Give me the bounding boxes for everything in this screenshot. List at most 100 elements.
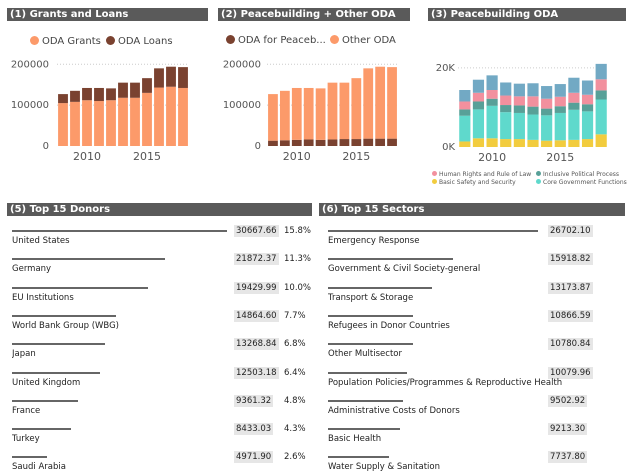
bar-segment[interactable]	[486, 75, 498, 90]
donor-row[interactable]: 8433.03 4.3% Turkey	[12, 420, 312, 448]
bar-segment[interactable]	[513, 139, 525, 147]
bar-segment[interactable]	[375, 138, 386, 146]
bar-segment[interactable]	[472, 79, 485, 93]
bar-segment[interactable]	[486, 98, 498, 106]
donor-row[interactable]: 21872.37 11.3% Germany	[12, 250, 312, 278]
bar-segment[interactable]	[568, 77, 580, 93]
bar-segment[interactable]	[154, 87, 164, 146]
bar-segment[interactable]	[291, 139, 302, 146]
bar-segment[interactable]	[513, 83, 525, 97]
bar-segment[interactable]	[527, 96, 539, 107]
donor-row[interactable]: 4971.90 2.6% Saudi Arabia	[12, 448, 312, 471]
bar-segment[interactable]	[130, 97, 140, 146]
donor-row[interactable]: 19429.99 10.0% EU Institutions	[12, 279, 312, 307]
bar-segment[interactable]	[303, 87, 314, 140]
legend-other-oda[interactable]: Other ODA	[330, 35, 396, 46]
bar-segment[interactable]	[327, 139, 338, 146]
bar-segment[interactable]	[568, 109, 580, 140]
bar-segment[interactable]	[554, 112, 566, 141]
bar-segment[interactable]	[500, 105, 512, 113]
legend-core-government[interactable]: Core Government Functions	[536, 179, 627, 186]
bar-segment[interactable]	[568, 102, 580, 110]
bar-segment[interactable]	[268, 94, 278, 141]
bar-segment[interactable]	[581, 139, 594, 147]
bar-segment[interactable]	[595, 79, 607, 91]
bar-segment[interactable]	[82, 100, 92, 146]
donor-row[interactable]: 13268.84 6.8% Japan	[12, 335, 312, 363]
bar-segment[interactable]	[486, 138, 498, 147]
bar-segment[interactable]	[142, 78, 152, 93]
bar-segment[interactable]	[568, 139, 580, 147]
bar-segment[interactable]	[268, 140, 278, 146]
bar-segment[interactable]	[106, 100, 116, 146]
bar-segment[interactable]	[118, 97, 128, 146]
bar-segment[interactable]	[500, 95, 512, 106]
bar-segment[interactable]	[554, 140, 566, 147]
donor-row[interactable]: 14864.60 7.7% World Bank Group (WBG)	[12, 307, 312, 335]
bar-segment[interactable]	[82, 87, 92, 101]
sector-row[interactable]: 10780.84 Other Multisector	[328, 335, 625, 363]
bar-segment[interactable]	[375, 66, 386, 139]
bar-segment[interactable]	[178, 67, 188, 88]
sector-row[interactable]: 15918.82 Government & Civil Society-gener…	[328, 250, 625, 278]
bar-segment[interactable]	[459, 90, 471, 102]
bar-segment[interactable]	[70, 90, 80, 102]
bar-segment[interactable]	[513, 105, 525, 113]
bar-segment[interactable]	[351, 78, 362, 140]
bar-segment[interactable]	[459, 109, 471, 116]
bar-segment[interactable]	[130, 82, 140, 98]
bar-segment[interactable]	[58, 94, 68, 104]
bar-segment[interactable]	[363, 138, 374, 146]
bar-segment[interactable]	[541, 98, 553, 109]
bar-segment[interactable]	[486, 90, 498, 99]
legend-oda-loans[interactable]: ODA Loans	[106, 36, 173, 47]
sector-row[interactable]: 10079.96 Population Policies/Programmes &…	[328, 364, 625, 392]
bar-segment[interactable]	[472, 92, 485, 102]
bar-segment[interactable]	[166, 66, 176, 87]
sector-row[interactable]: 26702.10 Emergency Response	[328, 222, 625, 250]
bar-segment[interactable]	[178, 87, 188, 146]
bar-segment[interactable]	[486, 105, 498, 139]
bar-segment[interactable]	[363, 68, 374, 139]
bar-segment[interactable]	[315, 88, 326, 140]
bar-segment[interactable]	[541, 140, 553, 147]
sector-row[interactable]: 10866.59 Refugees in Donor Countries	[328, 307, 625, 335]
bar-segment[interactable]	[291, 87, 302, 140]
bar-segment[interactable]	[472, 138, 485, 147]
legend-oda-peacebuilding[interactable]: ODA for Peaceb...	[226, 35, 326, 46]
legend-inclusive-political[interactable]: Inclusive Political Process	[536, 171, 619, 178]
bar-segment[interactable]	[118, 82, 128, 98]
bar-segment[interactable]	[500, 139, 512, 147]
legend-human-rights[interactable]: Human Rights and Rule of Law	[432, 171, 531, 178]
bar-segment[interactable]	[568, 92, 580, 103]
bar-segment[interactable]	[581, 80, 594, 95]
bar-segment[interactable]	[581, 104, 594, 112]
bar-segment[interactable]	[94, 101, 104, 146]
bar-segment[interactable]	[106, 88, 116, 101]
bar-segment[interactable]	[339, 82, 350, 140]
bar-segment[interactable]	[500, 82, 512, 96]
bar-segment[interactable]	[595, 99, 607, 135]
bar-segment[interactable]	[154, 68, 164, 88]
bar-segment[interactable]	[315, 139, 326, 146]
bar-segment[interactable]	[541, 108, 553, 116]
bar-segment[interactable]	[595, 63, 607, 80]
bar-segment[interactable]	[541, 115, 553, 141]
bar-segment[interactable]	[351, 139, 362, 146]
sector-row[interactable]: 9213.30 Basic Health	[328, 420, 625, 448]
bar-segment[interactable]	[527, 83, 539, 97]
sector-row[interactable]: 13173.87 Transport & Storage	[328, 279, 625, 307]
bar-segment[interactable]	[541, 86, 553, 99]
bar-segment[interactable]	[70, 101, 80, 146]
bar-segment[interactable]	[387, 138, 397, 146]
bar-segment[interactable]	[166, 86, 176, 146]
bar-segment[interactable]	[279, 140, 290, 146]
bar-segment[interactable]	[472, 109, 485, 139]
bar-segment[interactable]	[303, 139, 314, 146]
bar-segment[interactable]	[554, 106, 566, 113]
donor-row[interactable]: 9361.32 4.8% France	[12, 392, 312, 420]
bar-segment[interactable]	[459, 141, 471, 147]
bar-segment[interactable]	[513, 96, 525, 106]
bar-segment[interactable]	[581, 94, 594, 105]
sector-row[interactable]: 9502.92 Administrative Costs of Donors	[328, 392, 625, 420]
